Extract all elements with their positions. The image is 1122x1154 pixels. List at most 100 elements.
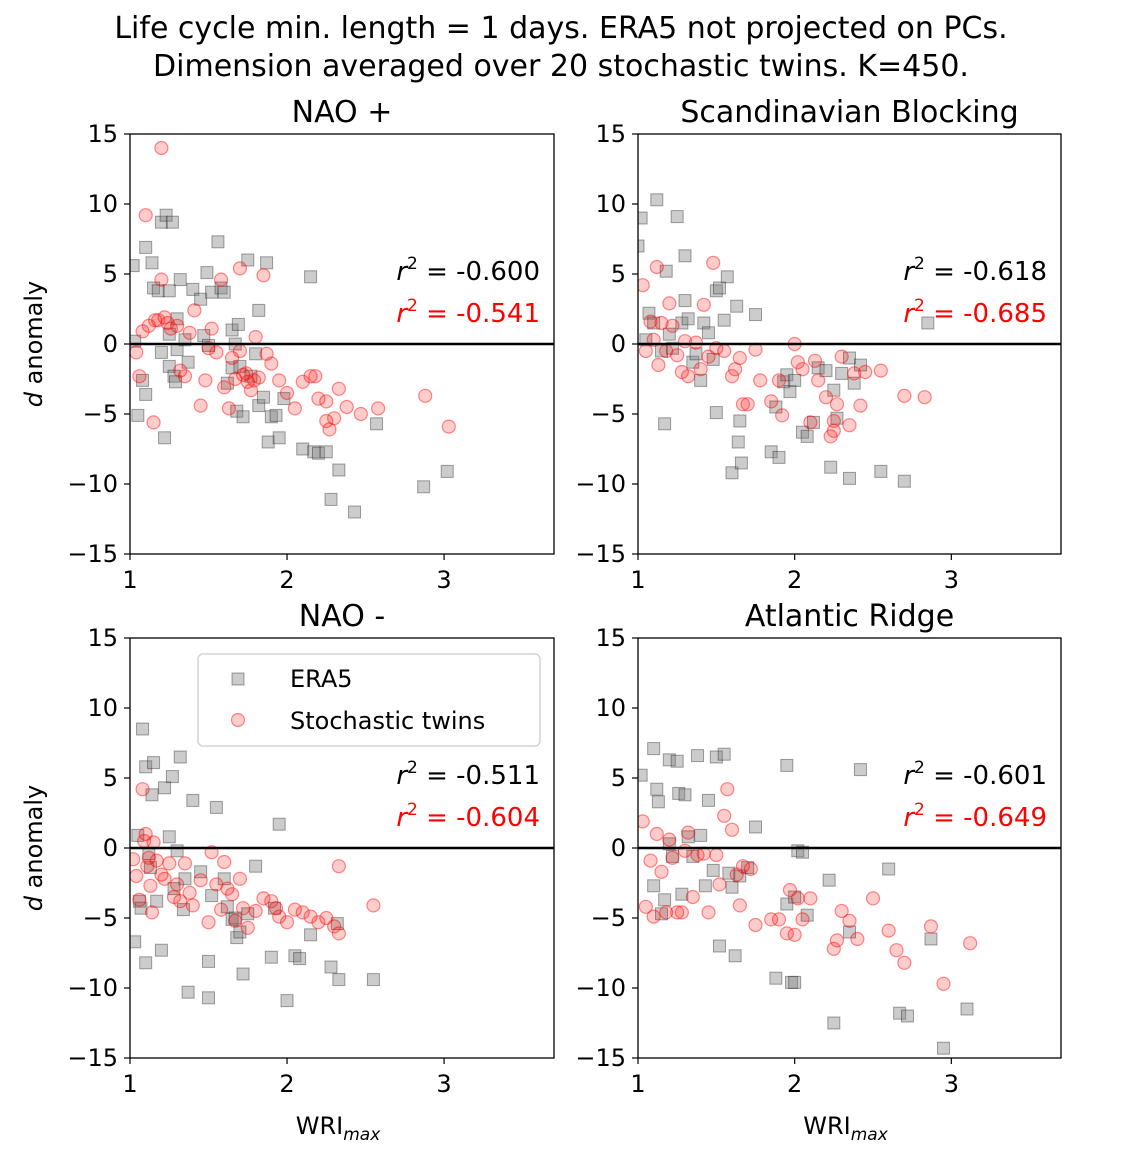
era5-point [733,869,747,883]
era5-point [647,316,661,330]
twin-point [170,318,185,333]
era5-point [231,317,245,331]
era5-point [843,925,856,939]
era5-point [169,375,183,389]
twin-point [201,915,216,930]
twin-point [198,373,213,388]
y-tick-label: −15 [67,540,118,568]
twin-point [790,355,805,370]
era5-point [741,861,755,875]
era5-point [772,450,786,464]
era5-point [672,786,686,800]
twin-point [654,315,669,331]
markers-nao-plus [130,140,456,519]
era5-point [769,400,783,414]
era5-point [853,763,867,777]
era5-point [800,429,814,443]
twin-point [826,941,841,956]
era5-point [225,323,239,337]
twin-point [917,390,932,405]
twin-point [638,343,653,359]
era5-point [780,758,794,772]
twin-point [811,373,826,388]
twin-point [842,913,857,928]
twin-point [135,324,150,339]
era5-point [847,376,861,390]
twin-point [235,901,251,916]
twin-point [160,315,175,331]
twin-point [141,850,156,865]
twin-point [279,915,295,930]
era5-point [225,361,239,375]
era5-point [806,415,820,429]
twin-point [728,362,743,377]
era5-point [145,788,159,802]
x-tick-label: 2 [787,566,802,594]
twin-point [185,898,200,913]
era5-point [811,361,825,375]
era5-point [130,334,142,348]
era5-point [665,849,679,863]
era5-point [236,967,250,981]
era5-point [694,373,708,387]
twin-point [166,889,182,905]
legend-era5-label: ERA5 [290,665,353,693]
era5-point [194,292,208,306]
era5-point [307,445,321,459]
panel-title-nao-plus: NAO + [292,95,393,130]
era5-point [280,994,294,1008]
era5-point [647,879,661,893]
era5-point [230,931,244,945]
twin-point [140,859,155,874]
y-tick-label: −15 [575,1044,626,1072]
twin-point [829,397,845,412]
era5-point [874,464,888,478]
era5-point [264,950,278,964]
twin-point [638,814,650,829]
era5-point [151,284,165,298]
x-tick-label: 1 [122,566,137,594]
twin-point [243,383,259,398]
era5-point [670,754,684,768]
twin-point [327,411,342,426]
era5-point [154,345,168,359]
era5-point [681,830,695,844]
twin-point [834,903,849,919]
x-tick-label: 2 [279,566,294,594]
era5-point [249,859,263,873]
twin-point [803,891,818,906]
era5-point [194,865,208,879]
twin-point [834,349,849,364]
twin-point [724,369,740,384]
twin-point [220,881,235,896]
r2-era5-label: r2 = -0.600 [396,254,540,287]
twin-point [897,388,912,403]
twin-point [228,371,243,387]
twin-point [674,905,689,920]
twin-point [170,877,185,892]
era5-point [130,259,140,273]
era5-point [777,375,791,389]
era5-point [332,463,346,477]
era5-point [269,408,283,422]
legend-era5-marker [231,672,245,686]
twin-point [132,369,147,384]
era5-point [205,889,219,903]
panel-title-nao-minus: NAO - [299,599,385,634]
y-tick-label: −5 [83,904,118,932]
axes-frame [637,637,1062,1059]
twin-point [771,373,787,388]
twin-point [213,902,229,917]
y-axis-label: d anomaly [20,785,48,911]
era5-point [728,949,742,963]
panel-nao-minus: NAO - 1 2 3 15 10 5 0 −5 −10 −15 r2 = -0.511 r2 = -0… [20,599,555,1145]
twin-point [787,927,802,942]
era5-point [709,284,723,298]
twin-point [858,364,873,380]
era5-point [783,385,797,399]
era5-point [788,373,802,387]
twin-point [130,852,141,867]
era5-point [162,359,176,373]
twin-point [717,808,732,823]
era5-point [162,830,176,844]
